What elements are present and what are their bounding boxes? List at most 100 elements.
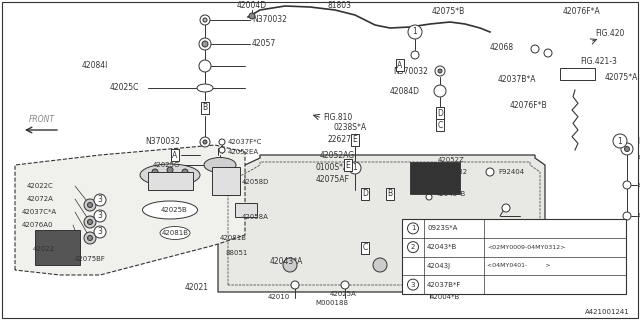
Text: 42037F*C: 42037F*C: [228, 139, 262, 145]
Text: D: D: [362, 189, 368, 198]
Text: 42076F*B: 42076F*B: [510, 101, 548, 110]
Circle shape: [203, 140, 207, 144]
Text: 42037B*A: 42037B*A: [498, 75, 536, 84]
Circle shape: [408, 223, 419, 234]
Circle shape: [426, 194, 432, 200]
Circle shape: [435, 66, 445, 76]
Bar: [410, 162, 460, 194]
Text: C: C: [362, 244, 367, 252]
Circle shape: [426, 281, 434, 289]
Circle shape: [623, 181, 631, 189]
Circle shape: [502, 204, 510, 212]
Circle shape: [88, 220, 93, 225]
Circle shape: [219, 147, 225, 153]
Text: A421001241: A421001241: [585, 309, 630, 315]
Circle shape: [84, 232, 96, 244]
Circle shape: [84, 216, 96, 228]
Bar: [212, 167, 240, 195]
Circle shape: [94, 194, 106, 206]
Text: 42081B: 42081B: [161, 230, 189, 236]
Text: 42025A: 42025A: [330, 291, 356, 297]
Ellipse shape: [160, 227, 190, 239]
Text: 3: 3: [97, 228, 102, 236]
Text: 42043*B: 42043*B: [436, 191, 467, 197]
Circle shape: [411, 51, 419, 59]
Text: 0923S*A: 0923S*A: [427, 225, 458, 231]
Text: <02MY0009-04MY0312>: <02MY0009-04MY0312>: [487, 244, 565, 250]
Circle shape: [428, 171, 436, 179]
Circle shape: [249, 13, 255, 19]
Text: 42022C: 42022C: [27, 183, 54, 189]
Circle shape: [408, 25, 422, 39]
Circle shape: [341, 281, 349, 289]
Text: 42075AF: 42075AF: [316, 175, 350, 185]
Text: 22627: 22627: [328, 135, 352, 145]
Text: 42008O: 42008O: [638, 154, 640, 163]
Circle shape: [167, 167, 173, 173]
Text: 42043J: 42043J: [427, 263, 451, 269]
Circle shape: [200, 15, 210, 25]
Bar: [235, 203, 257, 217]
Circle shape: [623, 212, 631, 220]
Text: 3: 3: [97, 196, 102, 204]
Text: D: D: [437, 108, 443, 117]
Circle shape: [84, 199, 96, 211]
Circle shape: [94, 210, 106, 222]
Circle shape: [408, 279, 419, 290]
Text: 42025B: 42025B: [161, 207, 188, 213]
Bar: [560, 68, 595, 80]
Circle shape: [408, 242, 419, 252]
Text: 42043*A: 42043*A: [270, 257, 303, 266]
Text: 42076F*A: 42076F*A: [563, 6, 601, 15]
Text: M000188: M000188: [315, 300, 348, 306]
Text: 3: 3: [97, 212, 102, 220]
Text: 42084D: 42084D: [390, 86, 420, 95]
Text: 42081B: 42081B: [220, 235, 247, 241]
Text: F92404: F92404: [498, 169, 524, 175]
Text: 3: 3: [411, 282, 415, 288]
Text: FIG.420: FIG.420: [595, 28, 625, 37]
Text: 42043*B: 42043*B: [427, 244, 457, 250]
Text: 42058A: 42058A: [242, 214, 269, 220]
Circle shape: [349, 162, 361, 174]
Circle shape: [152, 169, 158, 175]
Circle shape: [544, 49, 552, 57]
Text: 42084I: 42084I: [82, 61, 108, 70]
Text: FIG.421-3: FIG.421-3: [580, 58, 617, 67]
Text: 42037C*A: 42037C*A: [22, 209, 57, 215]
Text: 2: 2: [411, 244, 415, 250]
Circle shape: [182, 169, 188, 175]
Text: N370032: N370032: [393, 67, 428, 76]
Text: C: C: [437, 121, 443, 130]
Text: 0100S*A: 0100S*A: [316, 164, 349, 172]
Text: 42010: 42010: [268, 294, 291, 300]
Text: N370032: N370032: [252, 15, 287, 25]
Text: 42076A0: 42076A0: [22, 222, 54, 228]
Polygon shape: [15, 145, 245, 275]
Bar: [35, 230, 80, 265]
Circle shape: [621, 143, 633, 155]
Text: 42075*B: 42075*B: [432, 6, 465, 15]
Text: 42004D: 42004D: [237, 2, 267, 11]
Text: 1: 1: [411, 225, 415, 231]
Text: E: E: [346, 161, 350, 170]
Circle shape: [486, 168, 494, 176]
Polygon shape: [218, 155, 545, 292]
Text: N370032: N370032: [435, 169, 467, 175]
Bar: [148, 172, 193, 190]
Text: F90807: F90807: [455, 237, 481, 243]
Text: 81803: 81803: [328, 2, 352, 11]
Text: 42004*B: 42004*B: [430, 294, 460, 300]
Text: 42021: 42021: [185, 283, 209, 292]
Text: B: B: [387, 189, 392, 198]
Text: 42022: 42022: [33, 246, 55, 252]
Text: 42068: 42068: [490, 44, 514, 52]
Circle shape: [203, 18, 207, 22]
Text: N370032: N370032: [638, 137, 640, 146]
Text: FIG.810: FIG.810: [323, 114, 352, 123]
Text: 42052EA: 42052EA: [228, 149, 259, 155]
Ellipse shape: [204, 157, 236, 172]
Circle shape: [613, 134, 627, 148]
Circle shape: [199, 38, 211, 50]
Ellipse shape: [143, 201, 198, 219]
